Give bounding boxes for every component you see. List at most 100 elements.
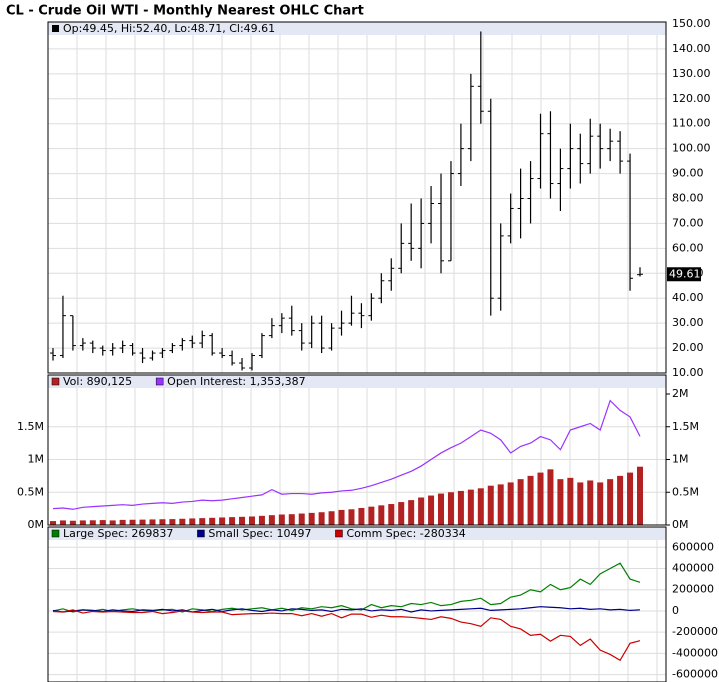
volume-bar: [229, 517, 236, 525]
volume-bar: [368, 506, 375, 525]
y-tick-label: 0: [672, 604, 679, 617]
volume-bar: [517, 479, 524, 525]
legend-label: Comm Spec: -280334: [346, 527, 465, 540]
y-tick-label: 70.00: [672, 216, 704, 229]
volume-bar: [388, 504, 395, 525]
volume-bar: [597, 482, 604, 525]
volume-bar: [408, 500, 415, 525]
volume-bar: [398, 502, 405, 525]
volume-bar: [487, 485, 494, 525]
volume-bar: [328, 511, 335, 525]
volume-bar: [348, 509, 355, 525]
header-text: Op:49.45, Hi:52.40, Lo:48.71, Cl:49.61: [63, 22, 275, 35]
volume-bar: [278, 514, 285, 525]
legend-swatch: [197, 529, 205, 538]
y-tick-label: 600000: [672, 540, 714, 553]
y2-tick-label: 1.5M: [672, 420, 699, 433]
volume-bar: [89, 520, 96, 525]
panel-frame: [47, 526, 667, 682]
panel-frame: [47, 374, 667, 526]
volume-bar: [69, 520, 76, 525]
legend-label: Large Spec: 269837: [63, 527, 173, 540]
y-tick-label: 110.00: [672, 117, 711, 130]
y-tick-label: 130.00: [672, 67, 711, 80]
volume-bar: [338, 509, 345, 525]
volume-bar: [547, 469, 554, 525]
volume-bar: [418, 497, 425, 525]
volume-bar: [438, 493, 445, 525]
y-tick-label: -600000: [672, 668, 718, 681]
volume-bar: [457, 490, 464, 525]
y-tick-label: 400000: [672, 562, 714, 575]
legend-label: Vol: 890,125: [63, 375, 132, 388]
last-price-label: 49.61: [669, 267, 701, 280]
volume-bar: [507, 482, 514, 525]
volume-bar: [497, 484, 504, 525]
y-tick-label: 140.00: [672, 42, 711, 55]
panel-header: [48, 22, 666, 35]
volume-bar: [199, 518, 206, 525]
series-line: [52, 609, 641, 662]
volume-bar: [527, 475, 534, 525]
volume-bar: [248, 516, 255, 525]
y-tick-label: -400000: [672, 646, 718, 659]
volume-bar: [447, 492, 454, 525]
volume-bar: [557, 479, 564, 525]
volume-bar: [587, 480, 594, 525]
y-tick-label: 10.00: [672, 366, 704, 379]
chart-title: CL - Crude Oil WTI - Monthly Nearest OHL…: [6, 4, 364, 19]
legend-swatch: [155, 377, 164, 386]
legend-swatch: [51, 377, 60, 386]
volume-bar: [577, 482, 584, 525]
y-tick-label: 40.00: [672, 291, 704, 304]
volume-bar: [139, 519, 146, 525]
volume-bar: [239, 516, 246, 525]
volume-bar: [268, 515, 275, 525]
volume-bar: [99, 520, 106, 525]
volume-bar: [149, 519, 156, 525]
legend-swatch: [52, 25, 59, 32]
volume-bar: [537, 472, 544, 525]
y-tick-label: 1.5M: [17, 420, 44, 433]
volume-bar: [129, 519, 136, 525]
y-tick-label: 20.00: [672, 341, 704, 354]
volume-bar: [209, 517, 216, 525]
y-tick-label: 90.00: [672, 167, 704, 180]
volume-bar: [258, 515, 265, 525]
panel-header: [48, 375, 666, 388]
y-tick-label: 1M: [28, 453, 45, 466]
volume-bar: [477, 488, 484, 525]
volume-bar: [627, 472, 634, 525]
legend-label: Small Spec: 10497: [208, 527, 311, 540]
volume-bar: [378, 505, 385, 525]
y-tick-label: 0M: [28, 518, 45, 531]
volume-bar: [567, 477, 574, 525]
legend-swatch: [335, 529, 343, 538]
volume-bar: [607, 479, 614, 525]
y-tick-label: -200000: [672, 625, 718, 638]
y-tick-label: 200000: [672, 583, 714, 596]
y-tick-label: 60.00: [672, 241, 704, 254]
volume-bar: [219, 517, 226, 525]
y-tick-label: 100.00: [672, 142, 711, 155]
y-tick-label: 150.00: [672, 17, 711, 30]
volume-bar: [428, 495, 435, 525]
volume-bar: [109, 520, 116, 525]
volume-bar: [50, 521, 56, 525]
y-tick-label: 30.00: [672, 316, 704, 329]
panel-frame: [47, 21, 667, 374]
volume-bar: [59, 520, 66, 525]
volume-bar: [308, 512, 315, 525]
volume-bar: [169, 519, 176, 525]
volume-bar: [189, 518, 196, 525]
last-price-badge: [667, 267, 701, 282]
volume-bar: [298, 513, 305, 525]
volume-bar: [318, 512, 325, 525]
legend-label: Open Interest: 1,353,387: [167, 375, 305, 388]
volume-bar: [358, 507, 365, 525]
volume-bar: [159, 519, 166, 525]
y2-tick-label: 2M: [672, 387, 689, 400]
volume-bar: [179, 518, 186, 525]
